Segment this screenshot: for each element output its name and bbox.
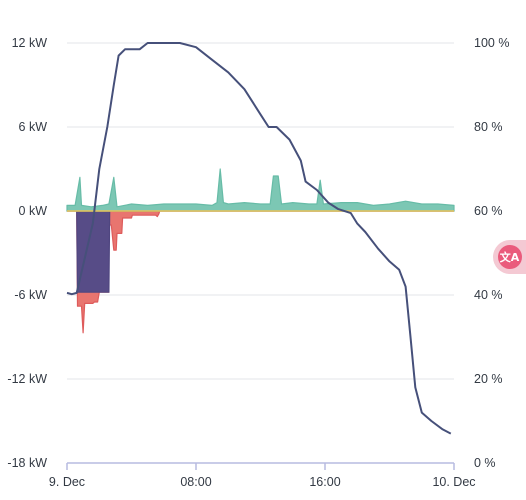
translate-icon[interactable]: 文A <box>497 245 522 269</box>
y-left-tick-label: 0 kW <box>19 204 48 218</box>
solar-area <box>66 168 455 212</box>
x-tick-label: 08:00 <box>180 475 211 489</box>
y-left-tick-label: -18 kW <box>7 456 47 470</box>
grid-import-area <box>66 210 455 334</box>
y-right-tick-label: 0 % <box>474 456 496 470</box>
y-left-tick-label: -6 kW <box>14 288 47 302</box>
x-tick-label: 16:00 <box>309 475 340 489</box>
y-axis-left: 12 kW 6 kW 0 kW -6 kW -12 kW -18 kW <box>7 36 47 470</box>
y-right-tick-label: 60 % <box>474 204 503 218</box>
translate-float-button[interactable]: 文A <box>493 240 526 274</box>
soc-line-group <box>66 42 452 435</box>
grid-lines <box>67 42 454 464</box>
x-tick-label: 9. Dec <box>49 475 85 489</box>
y-right-tick-label: 40 % <box>474 288 503 302</box>
y-left-tick-label: 12 kW <box>12 36 48 50</box>
battery-area <box>66 210 455 293</box>
y-left-tick-label: 6 kW <box>19 120 48 134</box>
x-axis: 9. Dec 08:00 16:00 10. Dec <box>49 462 476 489</box>
y-right-tick-label: 80 % <box>474 120 503 134</box>
y-right-tick-label: 20 % <box>474 372 503 386</box>
y-right-tick-label: 100 % <box>474 36 509 50</box>
soc-line <box>66 42 452 435</box>
series-areas <box>66 168 455 334</box>
x-tick-label: 10. Dec <box>432 475 475 489</box>
y-axis-right: 100 % 80 % 60 % 40 % 20 % 0 % <box>474 36 509 470</box>
y-left-tick-label: -12 kW <box>7 372 47 386</box>
